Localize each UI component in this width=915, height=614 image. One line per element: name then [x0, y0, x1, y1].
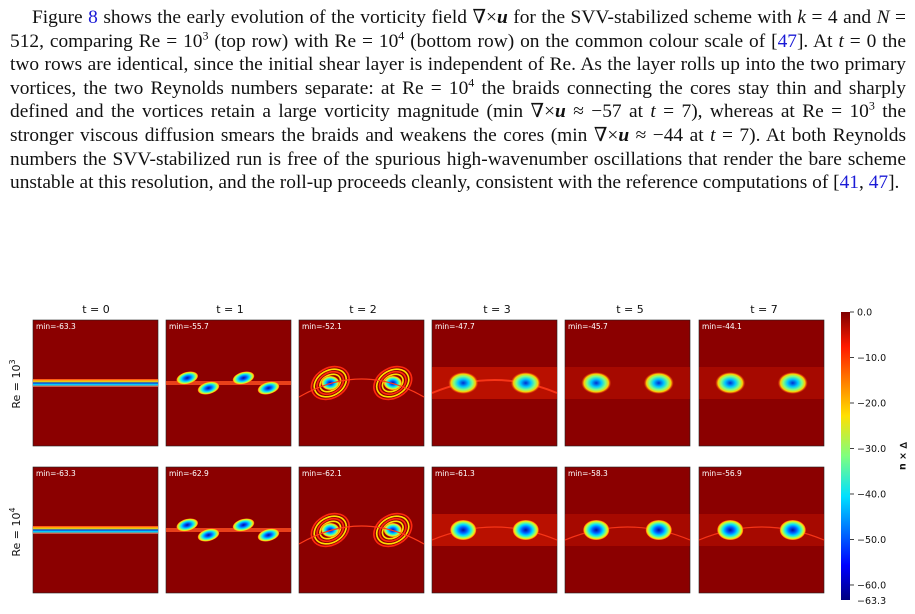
min-value-label: min=-47.7 — [435, 322, 475, 331]
colorbar-min-label: −63.3 — [857, 596, 886, 607]
min-value-label: min=-52.1 — [302, 322, 342, 331]
min-value-label: min=-63.3 — [36, 322, 76, 331]
min-value-label: min=-45.7 — [568, 322, 608, 331]
column-title: t = 5 — [616, 303, 644, 316]
min-value-label: min=-63.3 — [36, 469, 76, 478]
min-value-label: min=-44.1 — [702, 322, 742, 331]
colorbar-tick-label: 0.0 — [857, 308, 872, 319]
vorticity-panel: min=-56.9 — [698, 466, 825, 594]
row-label: Re = 104 — [8, 507, 23, 556]
vorticity-panel: min=-61.3 — [431, 466, 558, 594]
citation-link[interactable]: 41 — [839, 172, 859, 194]
citation-link[interactable]: 47 — [777, 30, 797, 52]
vorticity-panel: min=-45.7 — [564, 319, 691, 447]
colorbar-tick-label: −30.0 — [857, 444, 886, 455]
vorticity-panel: min=-62.9 — [165, 466, 292, 594]
min-value-label: min=-61.3 — [435, 469, 475, 478]
colorbar-tick-label: −10.0 — [857, 353, 886, 364]
colorbar-tick-label: −40.0 — [857, 489, 886, 500]
vorticity-panel: min=-47.7 — [431, 319, 558, 447]
column-title: t = 7 — [750, 303, 778, 316]
column-title: t = 1 — [216, 303, 244, 316]
min-value-label: min=-62.1 — [302, 469, 342, 478]
colorbar-label: ∇ × u — [897, 442, 908, 470]
column-title: t = 3 — [483, 303, 511, 316]
figure-link[interactable]: 8 — [88, 7, 98, 28]
vorticity-panel: min=-44.1 — [698, 319, 825, 447]
vorticity-panel: min=-63.3 — [32, 319, 159, 447]
row-label: Re = 103 — [8, 359, 23, 408]
min-value-label: min=-55.7 — [169, 322, 209, 331]
vorticity-panel: min=-58.3 — [564, 466, 691, 594]
colorbar-tick-label: −50.0 — [857, 535, 886, 546]
citation-link[interactable]: 47 — [868, 172, 889, 194]
min-value-label: min=-56.9 — [702, 469, 742, 478]
min-value-label: min=-62.9 — [169, 469, 209, 478]
colorbar-tick-label: −60.0 — [857, 580, 886, 591]
column-title: t = 0 — [82, 303, 110, 316]
colorbar-tick-label: −20.0 — [857, 398, 886, 409]
column-title: t = 2 — [349, 303, 377, 316]
min-value-label: min=-58.3 — [568, 469, 608, 478]
vorticity-panel: min=-55.7 — [165, 319, 292, 447]
colorbar — [841, 312, 850, 600]
vorticity-panel: min=-52.1 — [298, 319, 425, 447]
vorticity-panel: min=-62.1 — [298, 466, 425, 594]
vorticity-panel: min=-63.3 — [32, 466, 159, 594]
body-paragraph: Figure 8 shows the early evolution of th… — [10, 7, 906, 194]
